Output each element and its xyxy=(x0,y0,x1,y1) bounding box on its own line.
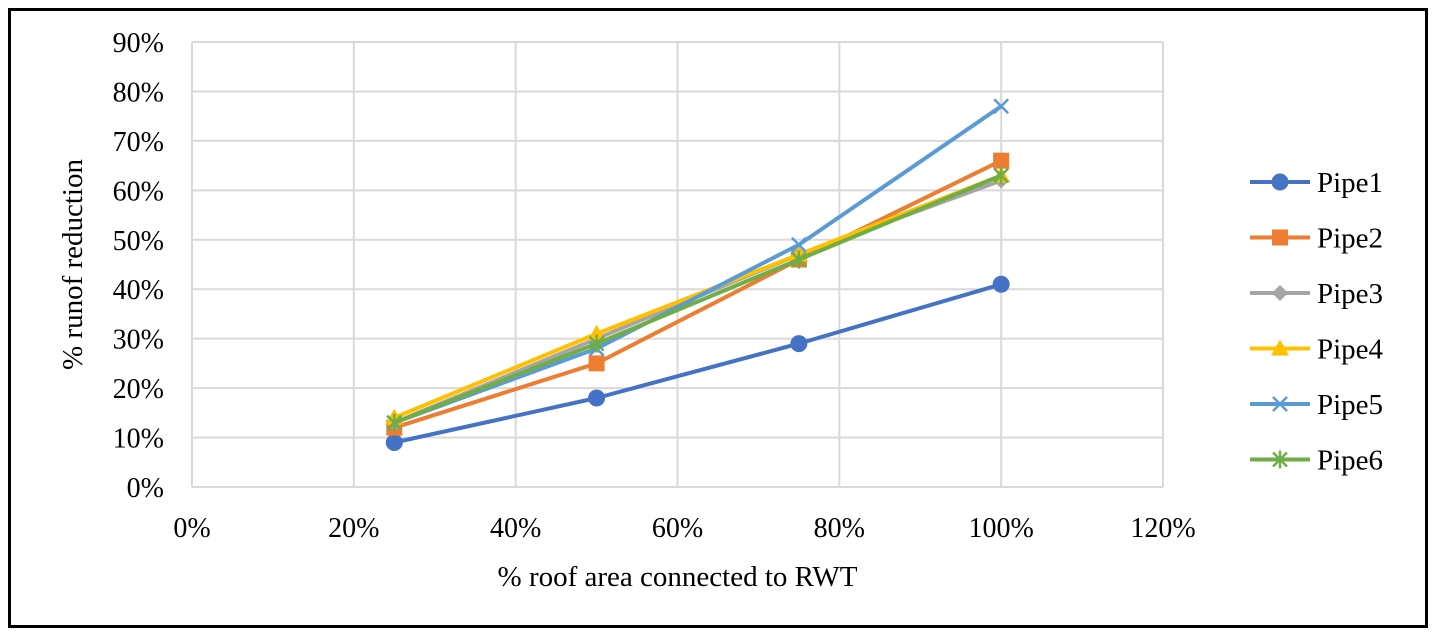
y-tick-label: 90% xyxy=(113,28,164,59)
y-tick-label: 40% xyxy=(113,275,164,306)
y-tick-label: 70% xyxy=(113,127,164,158)
x-tick-label: 40% xyxy=(490,513,541,544)
legend-label: Pipe5 xyxy=(1317,389,1383,421)
x-tick-label: 120% xyxy=(1130,513,1195,544)
legend-label: Pipe6 xyxy=(1317,445,1383,477)
y-tick-label: 20% xyxy=(113,374,164,405)
data-point xyxy=(588,355,605,372)
x-tick-label: 60% xyxy=(652,513,703,544)
series-line xyxy=(392,173,1004,420)
y-tick-label: 0% xyxy=(127,473,164,504)
y-tick-label: 10% xyxy=(113,424,164,455)
axes: 0% 10% 20% 30% 40% 50% 60% 70% 80% 90% 0% 20% 40% 60%… xyxy=(113,28,1196,544)
legend-item-pipe2: Pipe2 xyxy=(1250,223,1383,255)
y-tick-label: 50% xyxy=(113,226,164,257)
data-point xyxy=(588,334,605,353)
legend-marker xyxy=(1272,450,1288,469)
legend-label: Pipe2 xyxy=(1317,223,1383,255)
legend: Pipe1 Pipe2 Pipe3 Pipe4 Pipe5 Pipe6 xyxy=(1250,167,1384,477)
data-point xyxy=(993,98,1010,115)
legend-marker xyxy=(1271,339,1289,356)
series-pipe6 xyxy=(386,166,1010,432)
legend-marker xyxy=(1271,173,1289,191)
data-point xyxy=(386,413,403,432)
marker-stroke xyxy=(790,236,807,253)
x-tick-label: 100% xyxy=(969,513,1034,544)
y-axis-title: % runof reduction xyxy=(57,159,89,370)
legend-item-pipe4: Pipe4 xyxy=(1250,334,1384,366)
data-point xyxy=(790,250,807,269)
y-tick-label: 30% xyxy=(113,325,164,356)
data-point xyxy=(992,275,1010,293)
legend-item-pipe1: Pipe1 xyxy=(1250,167,1383,199)
series-line xyxy=(392,173,1004,425)
data-point xyxy=(993,152,1010,169)
data-point xyxy=(588,389,606,407)
data-point xyxy=(587,324,606,341)
x-axis-title: % roof area connected to RWT xyxy=(498,561,858,593)
x-tick-label: 20% xyxy=(328,513,379,544)
y-tick-label: 80% xyxy=(113,77,164,108)
legend-item-pipe5: Pipe5 xyxy=(1250,389,1383,421)
x-tick-label: 0% xyxy=(173,513,210,544)
marker-stroke xyxy=(1272,396,1288,412)
legend-marker xyxy=(1272,229,1288,246)
legend-item-pipe6: Pipe6 xyxy=(1250,445,1383,477)
legend-label: Pipe3 xyxy=(1317,278,1383,310)
line-chart: 0% 10% 20% 30% 40% 50% 60% 70% 80% 90% 0% 20% 40% 60%… xyxy=(57,28,1384,593)
legend-label: Pipe1 xyxy=(1317,167,1383,199)
legend-marker xyxy=(1272,285,1288,301)
legend-label: Pipe4 xyxy=(1317,334,1384,366)
series-line xyxy=(392,158,1004,430)
data-point xyxy=(993,166,1010,185)
y-tick-label: 60% xyxy=(113,176,164,207)
series-line xyxy=(392,104,1004,425)
series-pipe1 xyxy=(385,275,1010,451)
data-point xyxy=(385,434,403,451)
data-point xyxy=(790,236,807,253)
gridlines xyxy=(191,41,1164,488)
x-tick-label: 80% xyxy=(814,513,865,544)
data-point xyxy=(790,335,808,353)
legend-item-pipe3: Pipe3 xyxy=(1250,278,1383,310)
chart-frame: 0% 10% 20% 30% 40% 50% 60% 70% 80% 90% 0% 20% 40% 60%… xyxy=(8,8,1428,628)
series-group xyxy=(385,98,1011,451)
legend-marker xyxy=(1272,396,1288,412)
series-line xyxy=(392,282,1004,445)
marker-stroke xyxy=(993,98,1010,115)
